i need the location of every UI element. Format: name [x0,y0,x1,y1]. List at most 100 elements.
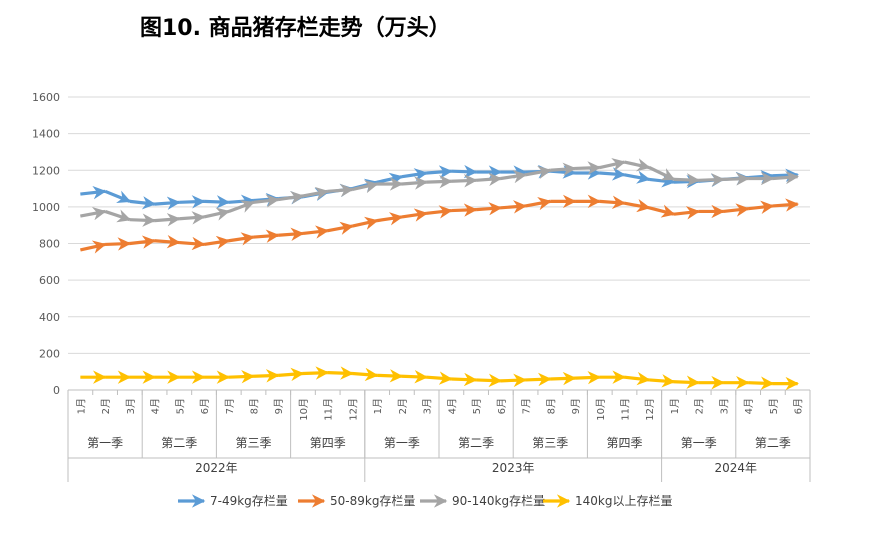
x-tick-label: 1月 [372,398,384,414]
y-tick-label: 600 [39,274,60,287]
series-segment [104,209,132,223]
legend-label: 7-49kg存栏量 [210,493,288,508]
series-segment [673,206,701,220]
series-segment [401,208,428,222]
x-tick-label: 4月 [446,398,458,414]
series-segment [105,237,132,251]
series-segment [673,173,701,187]
series-segment [327,183,354,198]
series-segment [574,370,602,385]
series-segment [129,196,156,210]
series-segment [748,376,775,390]
series-segment [451,174,478,188]
series-segment [500,373,527,388]
x-tick-label: 9月 [570,398,582,414]
series-segment [475,201,503,216]
quarter-label: 第二季 [755,436,791,450]
series-segment [154,234,181,249]
x-tick-label: 1月 [669,398,681,414]
series-segment [129,235,156,249]
series-segment [302,225,330,239]
x-tick-label: 2月 [100,398,112,414]
series-segment [648,204,676,218]
legend-label: 90-140kg存栏量 [452,493,545,508]
quarter-label: 第一季 [681,436,717,450]
series-7-49kg存栏量 [80,164,799,210]
series-segment [401,370,428,384]
quarter-label: 第一季 [87,436,123,450]
y-tick-label: 1200 [32,164,60,177]
series-segment [500,169,527,184]
series-segment [772,170,799,185]
x-tick-label: 1月 [75,398,87,414]
x-tick-label: 3月 [718,398,730,414]
series-segment [228,200,255,213]
x-tick-label: 8月 [545,398,557,414]
y-tick-label: 0 [53,384,60,397]
series-segment [80,185,107,200]
series-segment [649,374,676,388]
series-segment [525,372,552,387]
x-tick-label: 10月 [298,398,310,421]
x-tick-label: 5月 [768,398,780,414]
year-label: 2023年 [492,461,535,475]
y-tick-label: 1400 [32,128,60,141]
series-50-89kg存栏量 [80,194,799,254]
series-segment [476,373,503,388]
y-tick-label: 200 [39,347,60,360]
series-segment [426,174,453,189]
chart-title: 图10. 商品猪存栏走势（万头） [140,16,451,41]
x-tick-label: 4月 [150,398,162,414]
series-segment [179,211,206,225]
x-tick-label: 5月 [174,398,186,414]
series-segment [154,196,181,210]
x-tick-label: 6月 [199,398,211,414]
series-segment [525,165,552,180]
series-segment [228,369,255,384]
series-segment [154,212,181,227]
series-segment [376,172,404,186]
series-90-140kg存栏量 [80,158,799,227]
series-segment [673,375,701,389]
x-tick-label: 2月 [397,398,409,414]
x-tick-label: 11月 [620,398,632,421]
y-tick-label: 1600 [32,91,60,104]
series-segment [80,207,107,221]
quarter-label: 第二季 [161,436,197,450]
x-tick-label: 10月 [595,398,607,421]
x-tick-label: 5月 [471,398,483,414]
x-tick-label: 8月 [249,398,261,414]
x-tick-label: 12月 [644,398,656,421]
series-segment [723,172,750,186]
series-segment [550,162,577,177]
series-segment [475,172,503,187]
series-segment [550,371,577,386]
quarter-label: 第三季 [532,436,568,450]
series-segment [203,195,231,209]
series-segment [624,198,651,213]
series-segment [352,367,379,382]
series-segment [376,212,404,226]
series-segment [327,221,354,235]
quarter-label: 第四季 [310,436,346,450]
x-tick-label: 3月 [422,398,434,414]
series-segment [80,240,107,254]
series-segment [278,227,305,242]
series-segment [723,203,750,217]
series-segment [426,371,453,385]
year-label: 2024年 [715,461,758,475]
series-segment [772,198,799,212]
series-segment [451,203,478,217]
series-segment [401,168,428,182]
y-tick-label: 800 [39,238,60,251]
series-segment [179,236,206,251]
series-segment [599,167,626,181]
x-tick-label: 6月 [793,398,805,414]
quarter-label: 第二季 [458,436,494,450]
quarter-label: 第一季 [384,436,420,450]
series-segment [451,372,478,387]
y-tick-label: 1000 [32,201,60,214]
y-tick-label: 400 [39,311,60,324]
